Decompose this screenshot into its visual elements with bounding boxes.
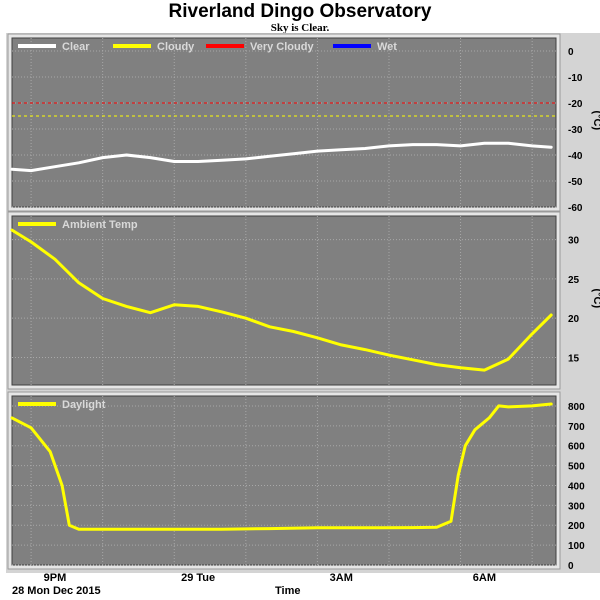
y-tick-label: 15	[568, 353, 580, 364]
panel-2: 30 25 20 15 (°C) Ambient Temp	[7, 211, 600, 390]
date-label: 28 Mon Dec 2015	[12, 585, 101, 597]
x-axis-title: Time	[275, 585, 301, 597]
legend-label: Very Cloudy	[250, 41, 314, 53]
y-tick-label: 800	[568, 402, 585, 413]
x-tick-label: 3AM	[330, 572, 353, 584]
series-line-ambient-temp	[10, 228, 553, 372]
y-tick-label: -10	[568, 73, 583, 84]
legend-label: Daylight	[62, 399, 106, 411]
y-tick-label: -30	[568, 125, 583, 136]
y-tick-label: 25	[568, 275, 580, 286]
sky-status: Sky is Clear.	[270, 22, 330, 34]
y-tick-label: 300	[568, 501, 585, 512]
legend-label: Clear	[62, 41, 90, 53]
legend-label: Cloudy	[157, 41, 195, 53]
x-tick-label: 9PM	[44, 572, 67, 584]
panel-3: 800 700 600 500 400 300 200 100 0 Daylight 9PM 29 T…	[7, 391, 585, 584]
y-tick-label: -50	[568, 177, 583, 188]
y-tick-label: 700	[568, 422, 585, 433]
y-tick-label: 30	[568, 236, 580, 247]
y-axis-label: (°C)	[591, 289, 600, 309]
y-tick-label: 0	[568, 561, 574, 572]
chart-title: Riverland Dingo Observatory	[168, 1, 432, 22]
plot-background	[11, 37, 557, 208]
legend-label: Ambient Temp	[62, 219, 138, 231]
y-tick-label: 20	[568, 314, 580, 325]
y-tick-label: 100	[568, 541, 585, 552]
series-line-daylight	[10, 402, 553, 531]
y-tick-label: -20	[568, 99, 583, 110]
y-tick-label: 400	[568, 481, 585, 492]
y-tick-label: -40	[568, 151, 583, 162]
plot-background	[11, 395, 557, 566]
y-tick-label: 600	[568, 442, 585, 453]
y-tick-label: 0	[568, 47, 574, 58]
series-line-clear	[10, 141, 553, 173]
y-axis-label: (°C)	[591, 111, 600, 131]
y-tick-label: 500	[568, 462, 585, 473]
legend-label: Wet	[377, 41, 397, 53]
panel-1: 0 -10 -20 -30 -40 -50 -60 (°C) Clear Cloudy Very C…	[7, 33, 600, 214]
plot-background	[11, 215, 557, 386]
x-tick-label: 6AM	[473, 572, 496, 584]
y-tick-label: 200	[568, 521, 585, 532]
y-tick-label: -60	[568, 203, 583, 214]
x-tick-label: 29 Tue	[181, 572, 215, 584]
